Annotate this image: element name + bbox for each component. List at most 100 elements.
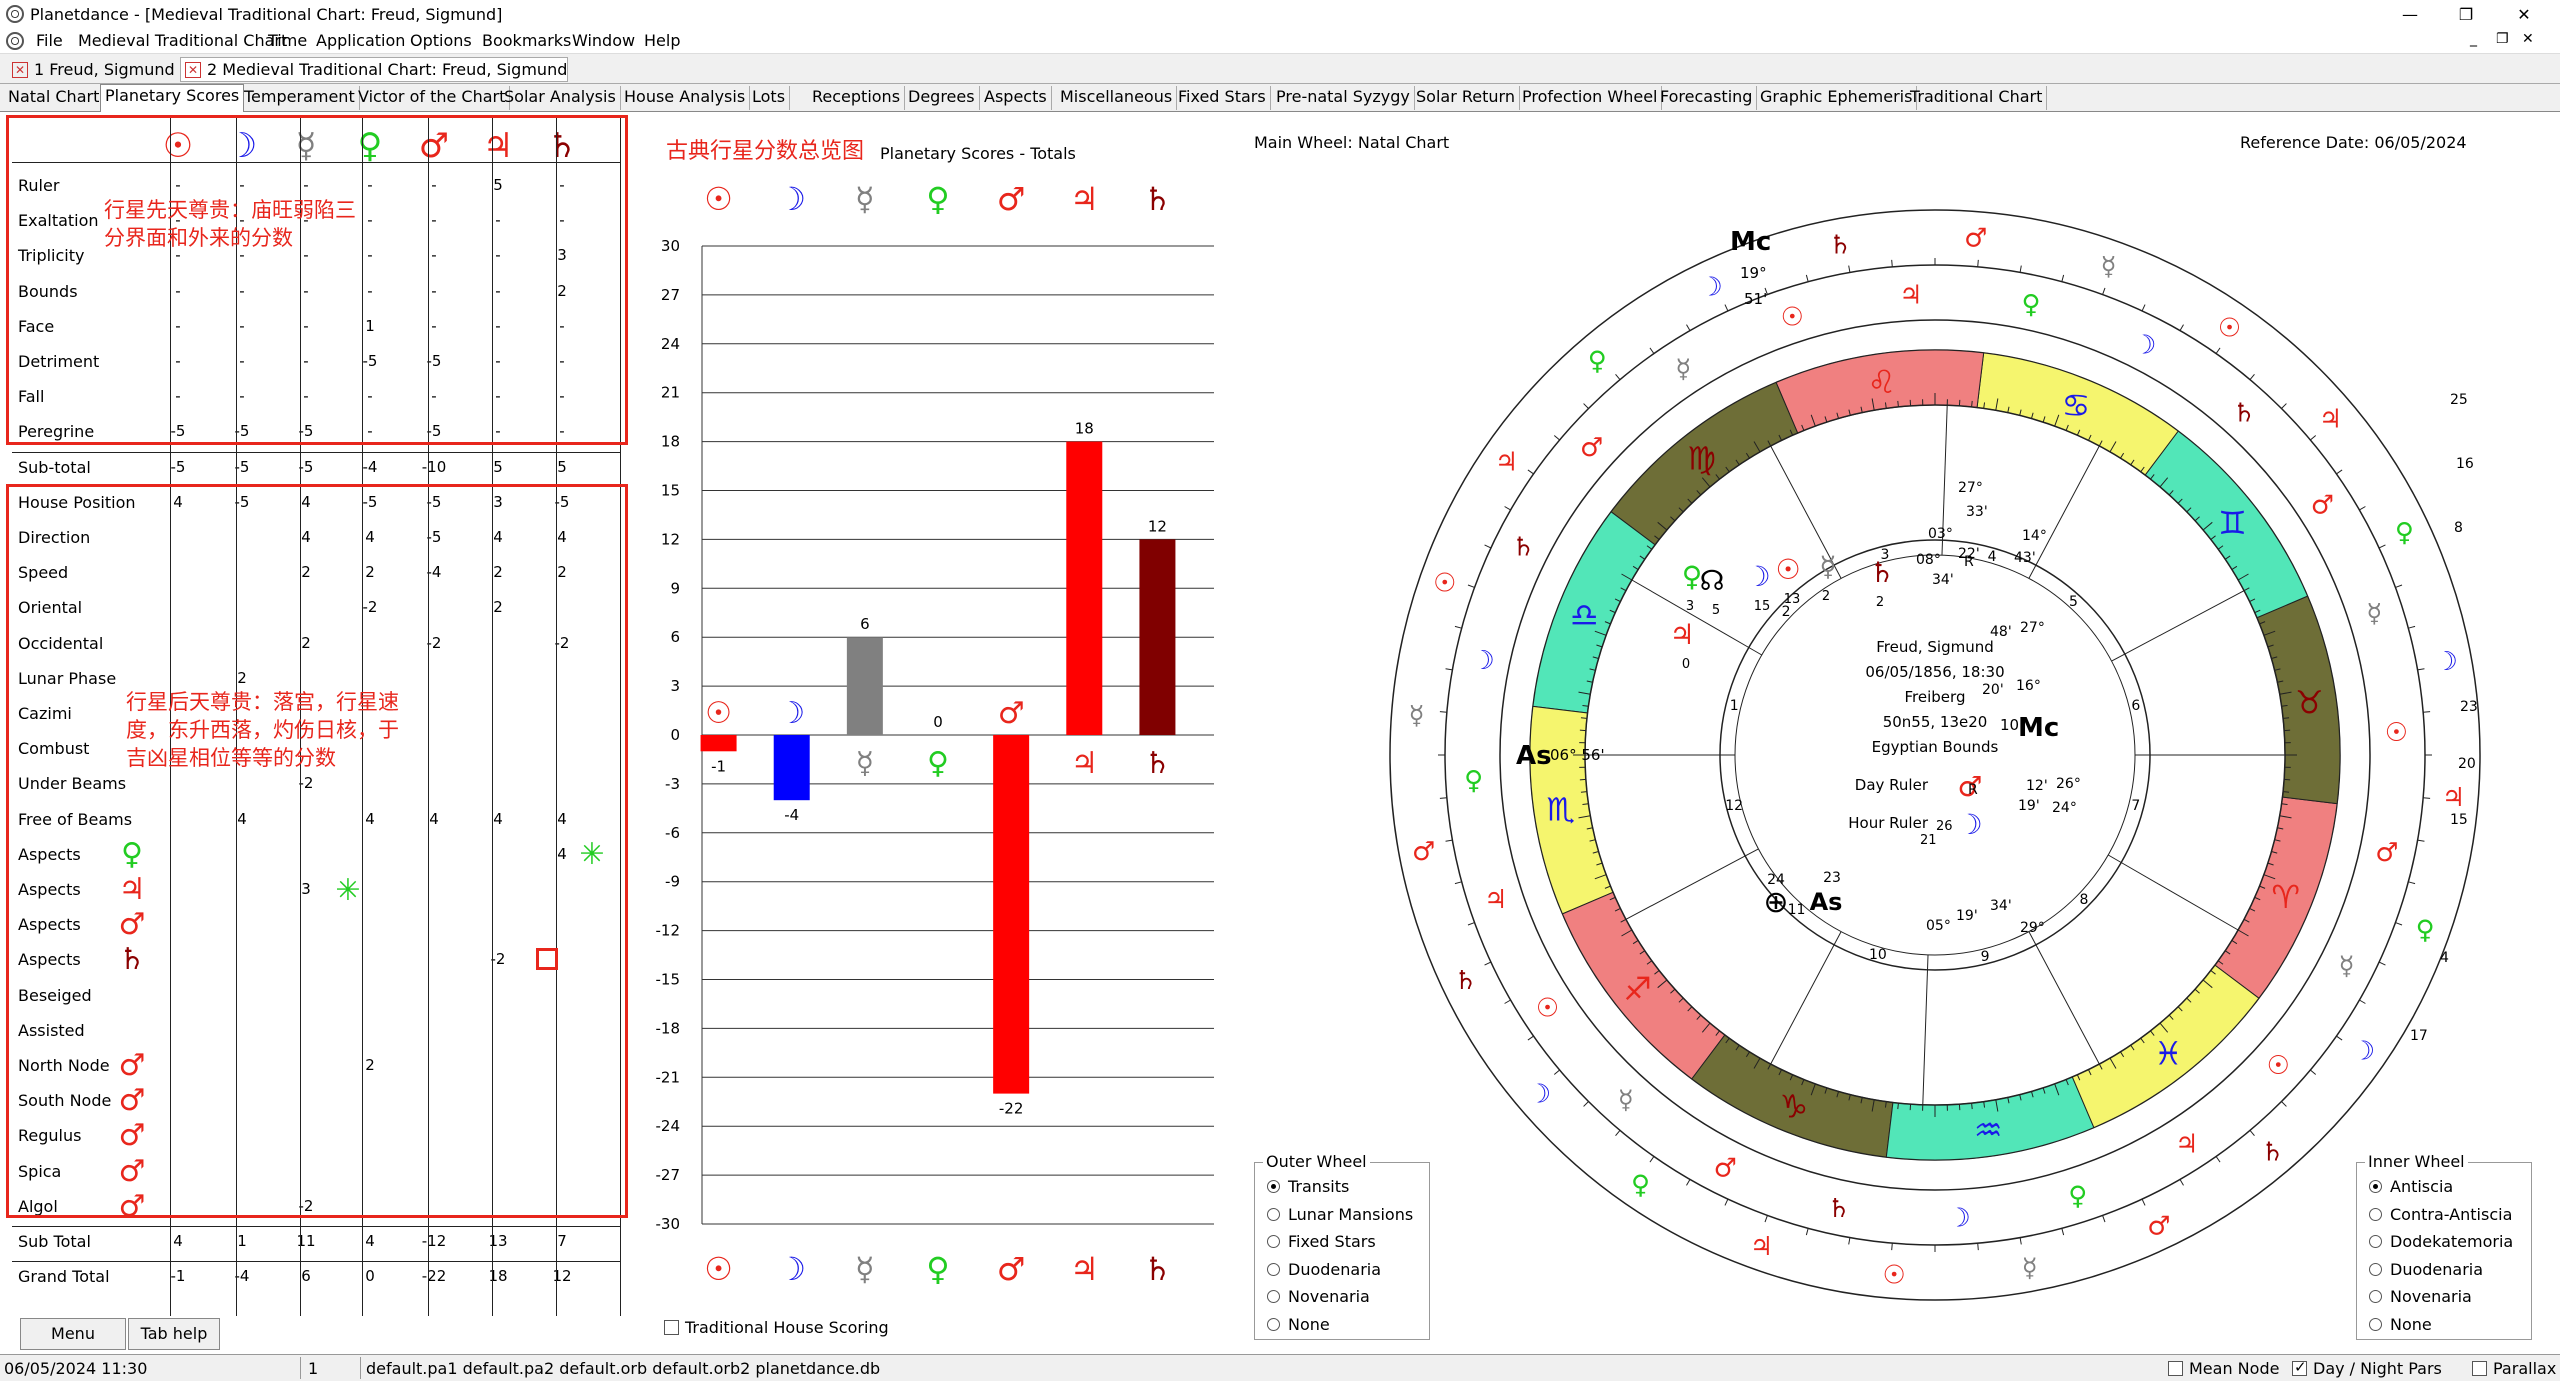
tab-solar-analysis[interactable]: Solar Analysis <box>500 86 621 110</box>
radio-icon[interactable] <box>1267 1262 1280 1276</box>
checkbox-icon[interactable] <box>2472 1361 2487 1376</box>
mdi-restore[interactable]: ❐ <box>2496 31 2509 47</box>
tab-help-button[interactable]: Tab help <box>128 1318 220 1350</box>
tab-natal-chart[interactable]: Natal Chart <box>4 86 105 110</box>
mean-node-checkbox[interactable]: Mean Node <box>2168 1359 2279 1378</box>
row-label: Occidental <box>18 633 104 653</box>
jupiter-header-icon: ♃ <box>1070 180 1099 218</box>
menu-window[interactable]: Window <box>572 31 636 50</box>
close-icon[interactable]: ✕ <box>12 61 28 78</box>
mdi-minimize[interactable]: _ <box>2470 31 2477 47</box>
radio-icon[interactable] <box>2369 1262 2382 1276</box>
score-cell: - <box>239 176 245 194</box>
doc-tab-2[interactable]: ✕ 2 Medieval Traditional Chart: Freud, Si… <box>180 57 569 82</box>
radio-icon[interactable] <box>2369 1207 2382 1221</box>
inner-wheel-option-novenaria[interactable]: Novenaria <box>2369 1287 2472 1306</box>
close-button[interactable]: ✕ <box>2517 4 2531 24</box>
outer-wheel-option-lunar-mansions[interactable]: Lunar Mansions <box>1267 1205 1413 1224</box>
menu-help[interactable]: Help <box>644 31 681 50</box>
tab-house-analysis[interactable]: House Analysis <box>620 86 751 110</box>
minimize-button[interactable]: — <box>2402 4 2418 24</box>
degree-tick <box>1582 803 1589 806</box>
transit-planet-icon: ♄ <box>1512 532 1535 562</box>
tab-prenatal-syzygy[interactable]: Pre-natal Syzygy <box>1272 86 1415 110</box>
checkbox-icon[interactable] <box>2292 1358 2307 1376</box>
mdi-close[interactable]: ✕ <box>2522 31 2534 47</box>
menu-button[interactable]: Menu <box>20 1318 126 1350</box>
tab-solar-return[interactable]: Solar Return <box>1412 86 1520 110</box>
tab-victor[interactable]: Victor of the Chart <box>354 86 511 110</box>
inner-planet-icon: ☉ <box>1775 553 1800 586</box>
score-cell: - <box>303 387 309 406</box>
transit-planet-icon: ☉ <box>1883 1260 1906 1290</box>
doc-tab-1[interactable]: ✕ 1 Freud, Sigmund <box>8 57 175 82</box>
day-night-pars-checkbox[interactable]: Day / Night Pars <box>2292 1358 2442 1378</box>
menu-bookmarks[interactable]: Bookmarks <box>482 31 572 50</box>
traditional-house-scoring-checkbox[interactable]: Traditional House Scoring <box>664 1318 889 1337</box>
radio-icon[interactable] <box>2369 1317 2382 1331</box>
menu-options[interactable]: Options <box>410 31 472 50</box>
radio-icon[interactable] <box>2369 1290 2382 1303</box>
degree-tick <box>2102 1215 2106 1223</box>
score-cell: - <box>367 422 373 441</box>
tab-lots[interactable]: Lots <box>748 86 791 110</box>
outer-wheel-option-transits[interactable]: Transits <box>1267 1177 1349 1196</box>
tab-planetary-scores[interactable]: Planetary Scores <box>100 84 245 112</box>
y-tick-label: 27 <box>661 286 680 304</box>
inner-wheel-option-none[interactable]: None <box>2369 1315 2432 1334</box>
maximize-button[interactable]: ❐ <box>2458 4 2474 24</box>
tab-temperament[interactable]: Temperament <box>240 86 360 110</box>
tab-graphic-ephemeris[interactable]: Graphic Ephemeris <box>1756 86 1918 110</box>
outer-wheel-option-duodenaria[interactable]: Duodenaria <box>1267 1260 1381 1279</box>
tab-receptions[interactable]: Receptions <box>808 86 906 110</box>
tab-aspects[interactable]: Aspects <box>980 86 1052 110</box>
menu-time[interactable]: Time <box>268 31 308 50</box>
menu-application[interactable]: Application <box>316 31 406 50</box>
inner-wheel-option-contra-antiscia[interactable]: Contra-Antiscia <box>2369 1205 2512 1224</box>
radio-icon[interactable] <box>1267 1290 1280 1303</box>
score-cell: - <box>431 281 437 300</box>
radio-icon[interactable] <box>2369 1235 2382 1248</box>
radio-icon[interactable] <box>1267 1207 1280 1221</box>
close-icon[interactable]: ✕ <box>185 61 201 78</box>
radio-icon[interactable] <box>1267 1235 1280 1248</box>
radio-icon[interactable] <box>1267 1180 1280 1193</box>
degree-tick <box>1836 1091 1840 1098</box>
tab-miscellaneous[interactable]: Miscellaneous <box>1056 86 1178 110</box>
degree-tick <box>2237 929 2249 937</box>
parallax-checkbox[interactable]: Parallax <box>2472 1359 2556 1378</box>
menu-file[interactable]: File <box>36 31 63 50</box>
checkbox-icon[interactable] <box>2168 1361 2183 1376</box>
outer-planet-degree: 15 <box>2450 812 2468 828</box>
natal-chart-wheel[interactable]: ♈♉♊♋♌♍♎♏♐♑♒♓123 456789101112Mc19°51'As06°… <box>1370 190 2500 1320</box>
inner-wheel-option-duodenaria[interactable]: Duodenaria <box>2369 1260 2483 1279</box>
tab-degrees[interactable]: Degrees <box>904 86 980 110</box>
tab-fixed-stars[interactable]: Fixed Stars <box>1174 86 1271 110</box>
radio-icon[interactable] <box>1267 1317 1280 1331</box>
score-cell: - <box>303 246 309 265</box>
tab-traditional-chart[interactable]: Traditional Chart <box>1906 86 2048 110</box>
cusp-degree-label: 03° <box>1928 526 1953 542</box>
degree-tick <box>2210 535 2216 540</box>
score-cell: 4 <box>301 492 311 511</box>
outer-wheel-option-none[interactable]: None <box>1267 1315 1330 1334</box>
outer-wheel-option-fixed-stars[interactable]: Fixed Stars <box>1267 1232 1376 1251</box>
menu-medieval[interactable]: Medieval Traditional Chart <box>78 31 288 50</box>
degree-tick <box>2243 587 2250 592</box>
mercury-footer-icon: ☿ <box>855 1250 875 1288</box>
checkbox-icon[interactable] <box>664 1320 679 1335</box>
house-cusp-line <box>1770 944 1835 1065</box>
inner-wheel-option-antiscia[interactable]: Antiscia <box>2369 1177 2453 1196</box>
inner-wheel-option-dodekatemoria[interactable]: Dodekatemoria <box>2369 1232 2513 1251</box>
house-cusp-line <box>2028 931 2037 946</box>
tab-profection-wheel[interactable]: Profection Wheel <box>1518 86 1663 110</box>
mars-icon: ♂ <box>418 126 450 166</box>
y-tick-label: 6 <box>670 628 680 646</box>
row-label: Free of Beams <box>18 809 133 829</box>
outer-wheel-option-novenaria[interactable]: Novenaria <box>1267 1287 1370 1306</box>
house-cusp-line <box>1833 564 1842 579</box>
transit-planet-icon: ♂ <box>1714 1154 1737 1184</box>
tab-forecasting[interactable]: Forecasting <box>1656 86 1758 110</box>
radio-icon[interactable] <box>2369 1180 2382 1193</box>
wheel-ring <box>1389 209 2481 1301</box>
